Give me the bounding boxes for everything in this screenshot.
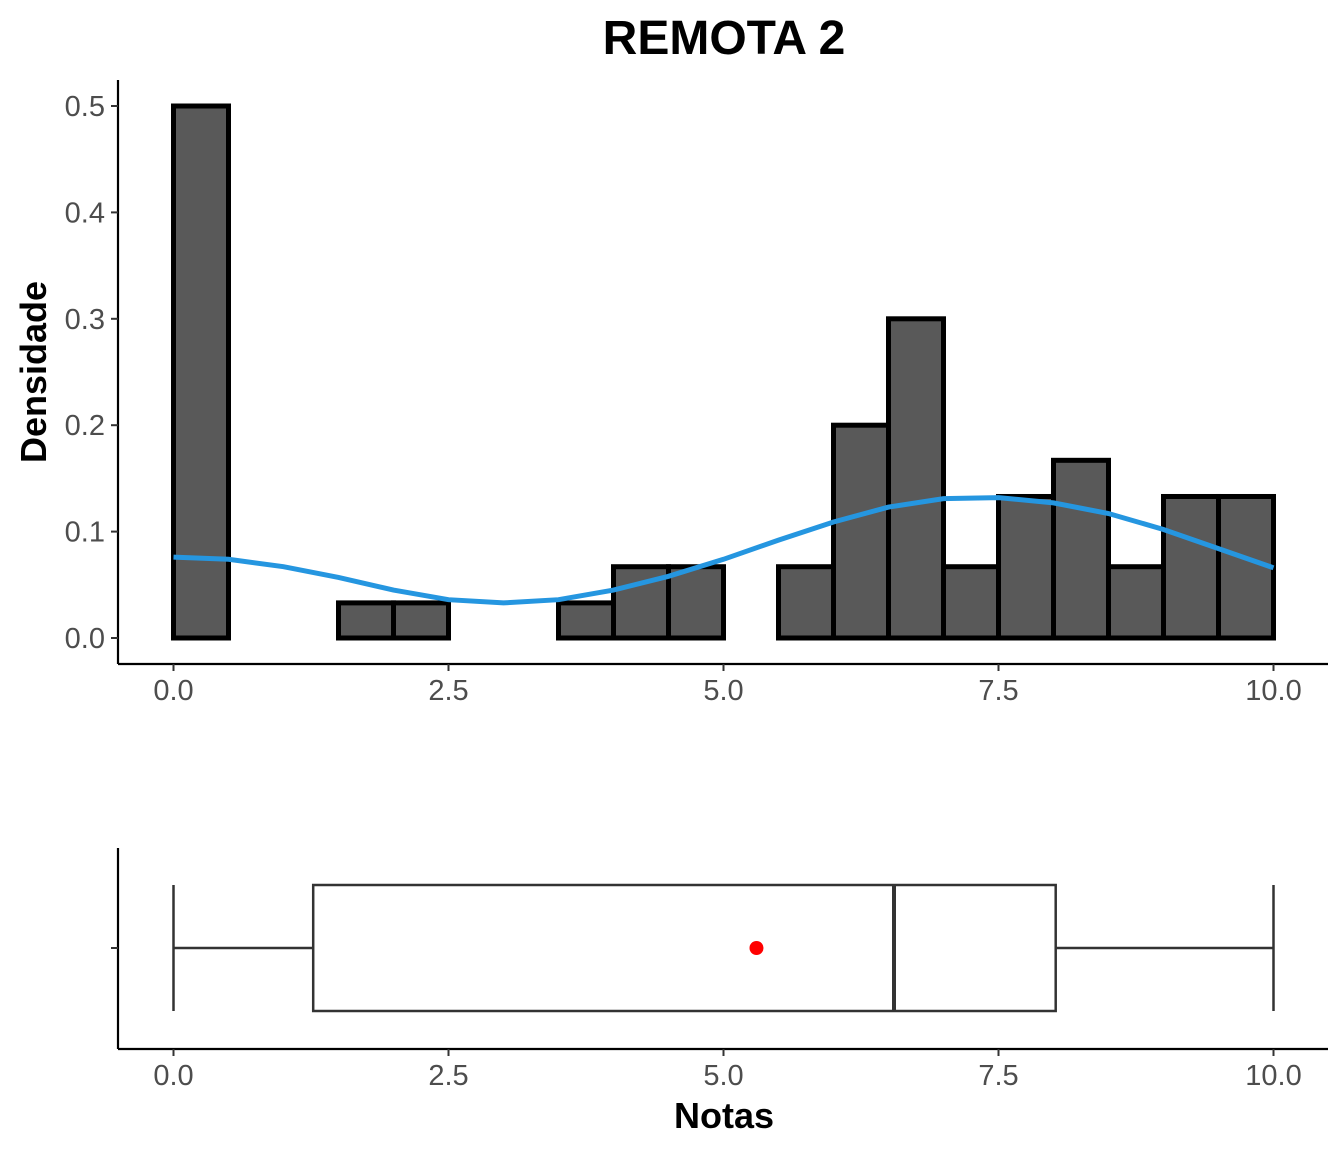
histogram-bar-7 xyxy=(556,600,616,641)
histogram-bar-14 xyxy=(941,564,1001,641)
histogram-x-tick-label-2: 5.0 xyxy=(703,675,743,707)
histogram-bar-18 xyxy=(1161,493,1221,641)
histogram-axes: 0.0 0.1 0.2 0.3 0.4 0.5 0.0 2.5 5.0 7.5 10.0 xyxy=(65,80,1328,707)
histogram-bar-12 xyxy=(831,422,891,641)
boxplot-panel xyxy=(172,883,1275,1013)
histogram-y-axis-title: Densidade xyxy=(13,281,54,463)
histogram-x-tick-label-3: 7.5 xyxy=(978,675,1018,707)
histogram-y-tick-label-2: 0.2 xyxy=(65,410,105,442)
histogram-bar-13 xyxy=(886,316,946,641)
histogram-bar-3 xyxy=(336,600,396,641)
histogram-x-tick-label-4: 10.0 xyxy=(1245,675,1301,707)
boxplot-x-tick-label-3: 7.5 xyxy=(978,1060,1018,1092)
histogram-bar-11 xyxy=(776,564,836,641)
boxplot-x-tick-label-0: 0.0 xyxy=(153,1060,193,1092)
boxplot-mean-point xyxy=(749,941,764,955)
histogram-x-tick-label-0: 0.0 xyxy=(153,675,193,707)
histogram-bar-16 xyxy=(1051,457,1111,641)
chart-title: REMOTA 2 xyxy=(603,12,846,65)
boxplot-x-tick-label-4: 10.0 xyxy=(1245,1060,1301,1092)
boxplot-x-tick-label-1: 2.5 xyxy=(428,1060,468,1092)
boxplot-box xyxy=(311,883,1057,1013)
histogram-panel xyxy=(171,103,1276,641)
histogram-y-tick-label-3: 0.3 xyxy=(65,304,105,336)
boxplot-axes: 0.0 2.5 5.0 7.5 10.0 xyxy=(111,848,1328,1092)
histogram-y-tick-label-0: 0.0 xyxy=(65,623,105,655)
histogram-bar-4 xyxy=(391,600,451,641)
boxplot-x-tick-label-2: 5.0 xyxy=(703,1060,743,1092)
histogram-y-tick-label-4: 0.4 xyxy=(65,197,105,229)
histogram-x-tick-label-1: 2.5 xyxy=(428,675,468,707)
density-curve xyxy=(173,495,1275,606)
histogram-bar-17 xyxy=(1106,564,1166,641)
histogram-bar-9 xyxy=(666,564,726,641)
boxplot-x-axis-title: Notas xyxy=(674,1095,774,1136)
histogram-y-tick-label-1: 0.1 xyxy=(65,517,105,549)
histogram-y-tick-label-5: 0.5 xyxy=(65,91,105,123)
histogram-bar-15 xyxy=(996,493,1056,641)
histogram-bar-0 xyxy=(171,103,231,641)
